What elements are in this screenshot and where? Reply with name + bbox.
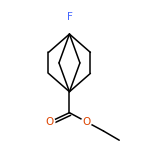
Text: O: O (46, 117, 54, 127)
Circle shape (64, 12, 74, 22)
Text: O: O (82, 117, 91, 127)
Circle shape (81, 117, 92, 127)
Circle shape (45, 117, 55, 127)
Text: F: F (67, 12, 72, 22)
